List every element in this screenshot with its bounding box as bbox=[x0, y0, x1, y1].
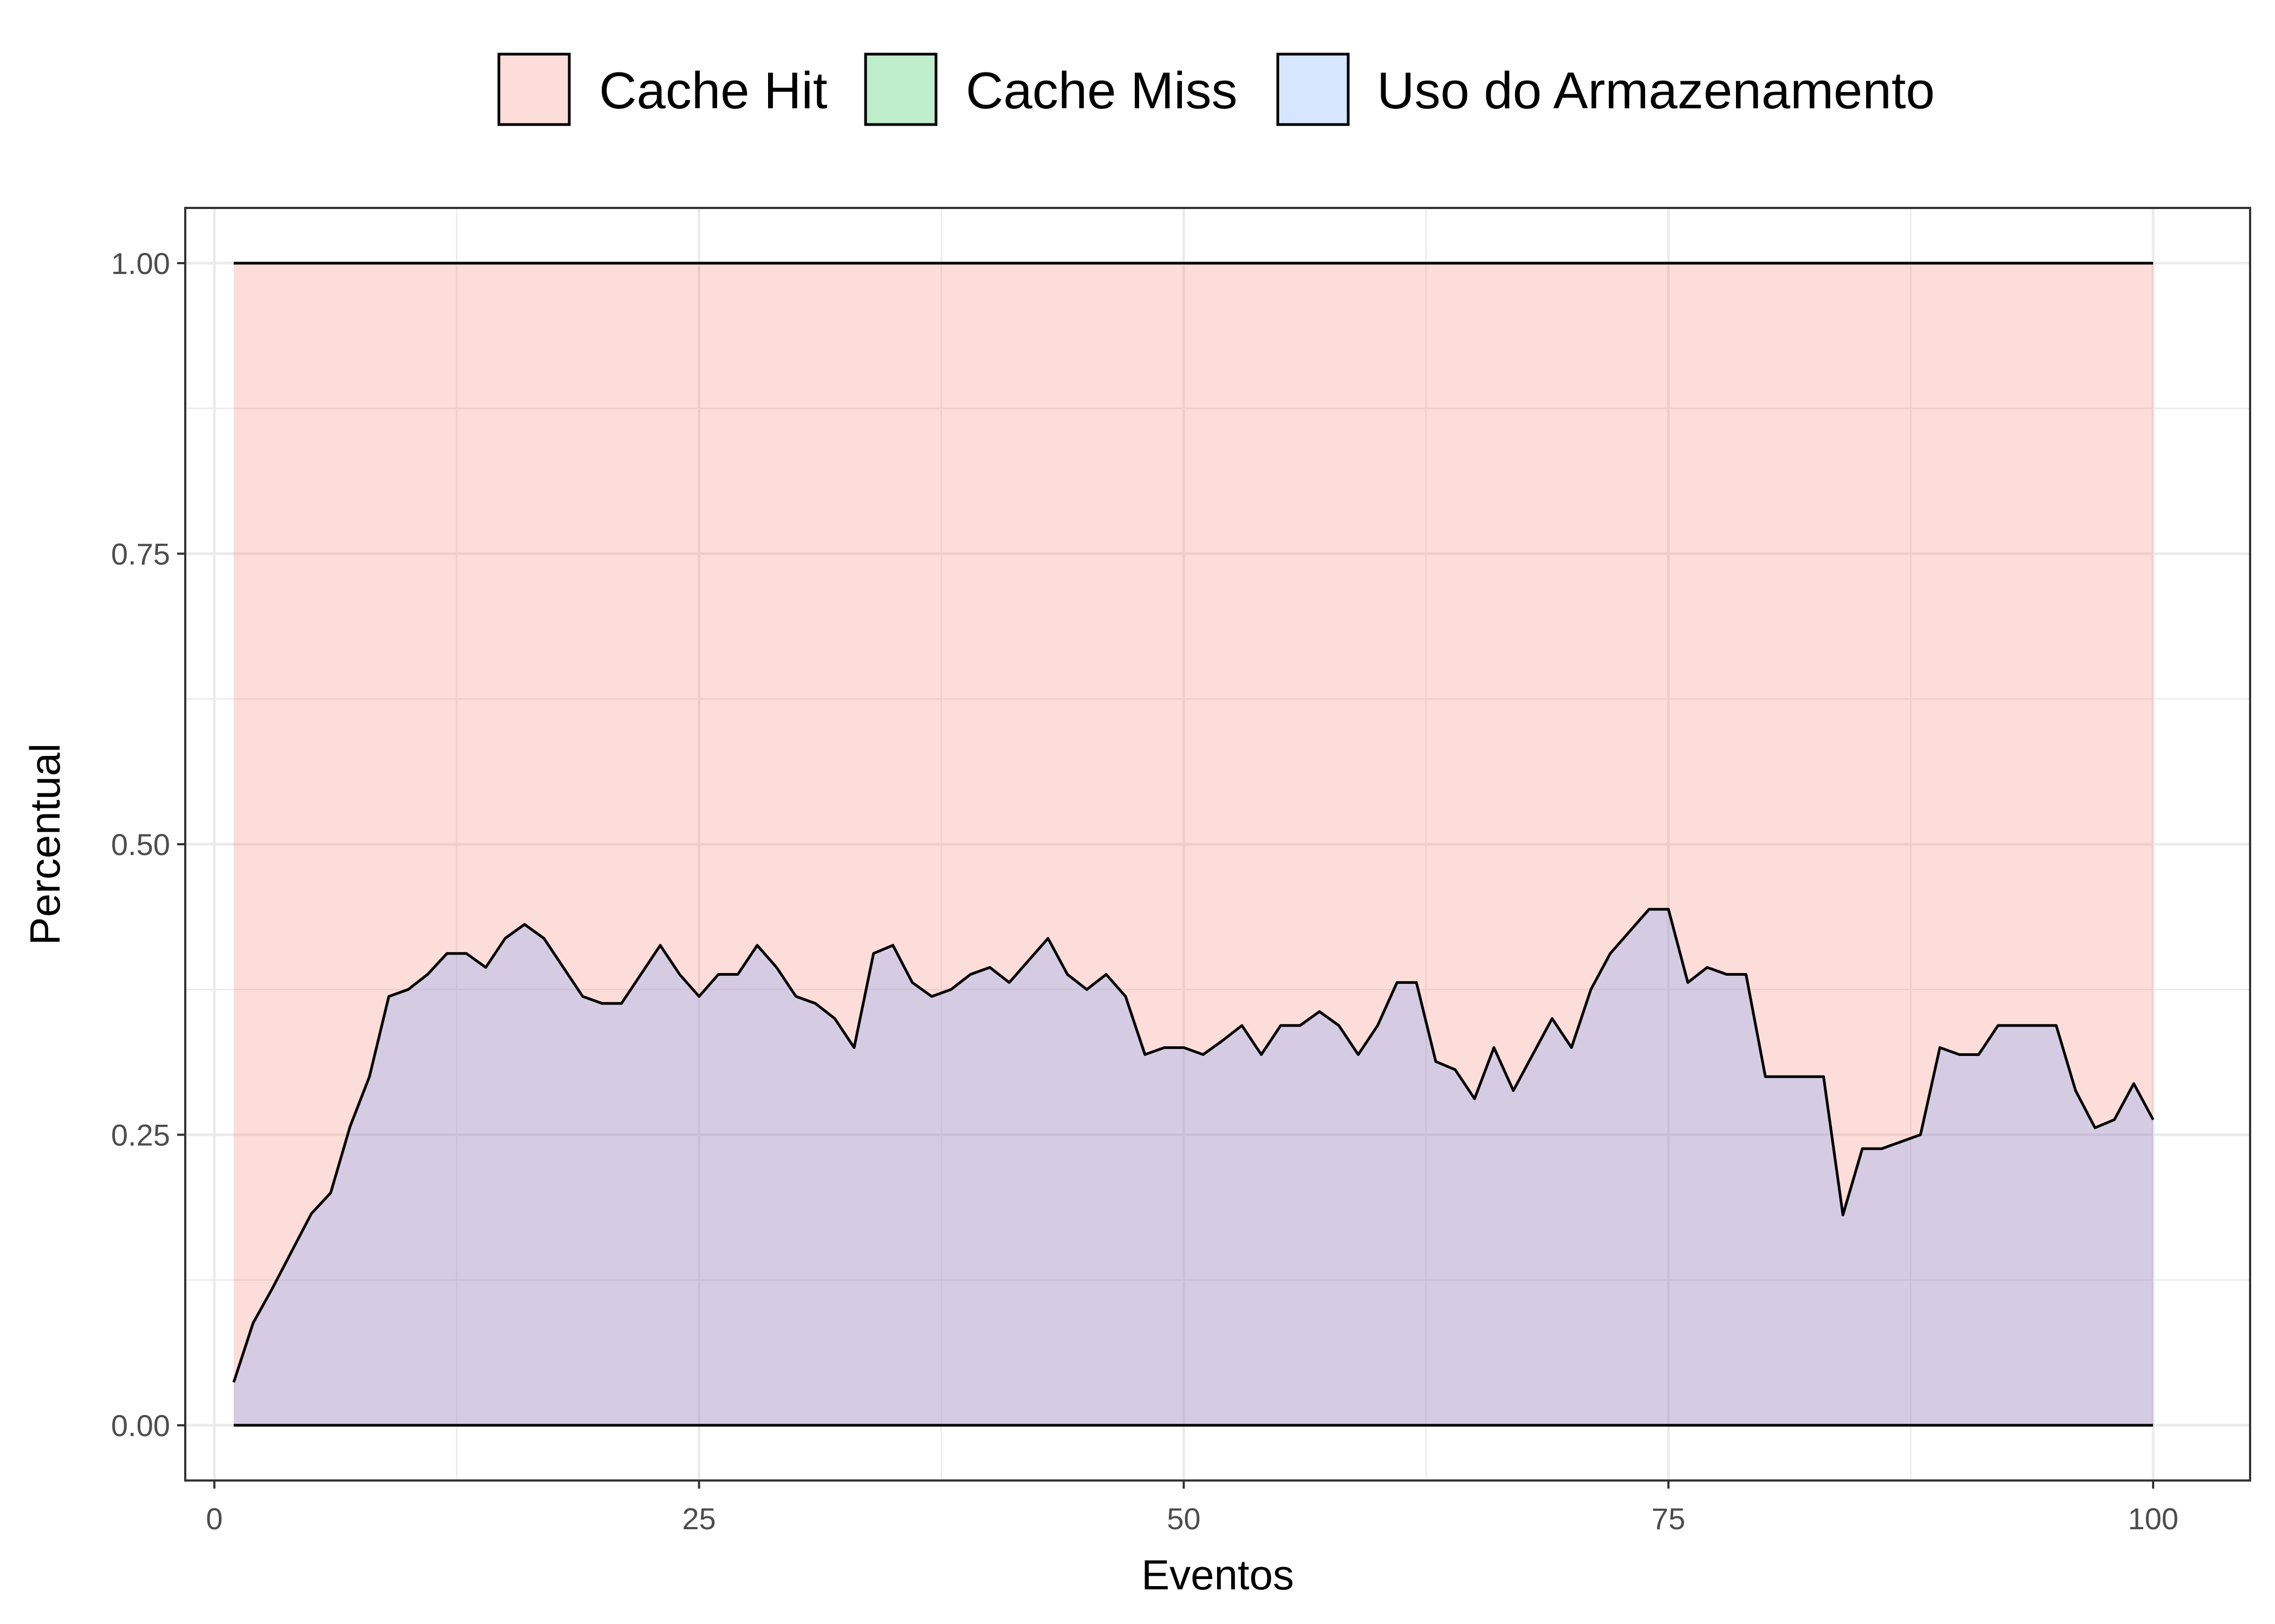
x-tick-label: 75 bbox=[1652, 1502, 1685, 1536]
series-layer bbox=[232, 262, 2155, 1427]
legend-label-cache-hit: Cache Hit bbox=[599, 62, 828, 120]
line-uso-do-armazenamento bbox=[232, 908, 2155, 1383]
legend-key-cache-hit bbox=[497, 53, 571, 126]
x-tick-label: 25 bbox=[682, 1502, 716, 1536]
y-axis-title: Percentual bbox=[21, 743, 69, 945]
legend-key-cache-miss bbox=[864, 53, 938, 126]
x-tick-label: 0 bbox=[206, 1502, 223, 1536]
x-tick-label: 50 bbox=[1167, 1502, 1200, 1536]
legend-item: Cache Hit bbox=[497, 53, 828, 126]
y-tick-label: 0.50 bbox=[111, 827, 170, 862]
y-tick-label: 0.75 bbox=[111, 537, 170, 571]
x-tick-label: 100 bbox=[2128, 1502, 2178, 1536]
legend-key-storage bbox=[1276, 53, 1350, 126]
plot-panel bbox=[184, 207, 2251, 1482]
legend-label-storage: Uso do Armazenamento bbox=[1377, 62, 1935, 120]
legend-label-cache-miss: Cache Miss bbox=[966, 62, 1237, 120]
legend: Cache Hit Cache Miss Uso do Armazenament… bbox=[497, 53, 1935, 126]
y-tick-label: 0.00 bbox=[111, 1408, 170, 1443]
x-axis-title: Eventos bbox=[1141, 1551, 1294, 1599]
axis-ticks: 0.00 0.25 0.50 0.75 1.00 0 25 50 75 100 bbox=[111, 246, 2179, 1536]
area-cache-hit bbox=[233, 263, 2154, 1426]
area-uso-do-armazenamento bbox=[233, 909, 2154, 1426]
legend-item: Cache Miss bbox=[864, 53, 1237, 126]
y-tick-label: 1.00 bbox=[111, 246, 170, 281]
y-tick-label: 0.25 bbox=[111, 1118, 170, 1152]
legend-item: Uso do Armazenamento bbox=[1276, 53, 1935, 126]
